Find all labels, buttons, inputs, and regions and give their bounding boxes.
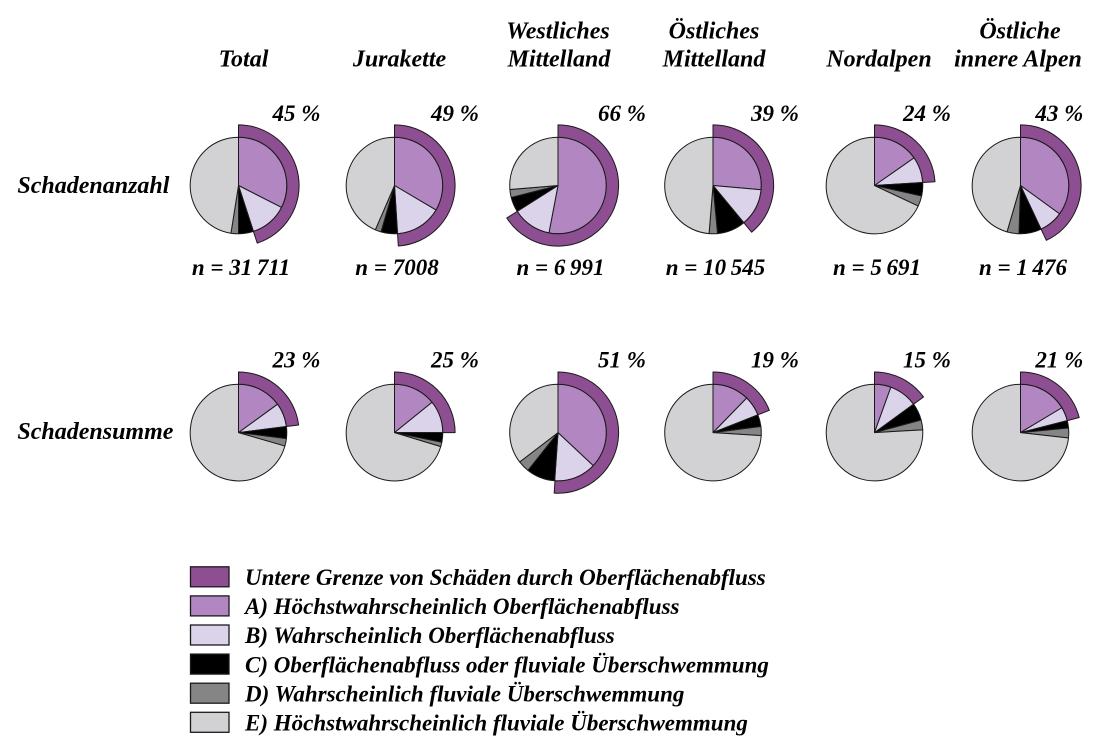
svg-text:45 %: 45 %	[272, 101, 321, 126]
svg-text:C) Oberflächenabfluss oder flu: C) Oberflächenabfluss oder fluviale Über…	[245, 652, 769, 677]
svg-text:Mittelland: Mittelland	[662, 47, 767, 73]
svg-text:Nordalpen: Nordalpen	[825, 47, 931, 73]
svg-text:n = 10 545: n = 10 545	[666, 255, 766, 280]
svg-text:39 %: 39 %	[750, 101, 799, 126]
svg-text:innere Alpen: innere Alpen	[954, 47, 1082, 73]
svg-text:Östliches: Östliches	[669, 19, 760, 45]
svg-text:n = 31 711: n = 31 711	[192, 255, 290, 280]
svg-text:24 %: 24 %	[902, 101, 951, 126]
svg-text:43 %: 43 %	[1034, 101, 1083, 126]
svg-text:B) Wahrscheinlich Oberflächena: B) Wahrscheinlich Oberflächenabfluss	[244, 623, 615, 648]
svg-text:49 %: 49 %	[430, 101, 479, 126]
svg-text:n = 6 991: n = 6 991	[516, 255, 604, 280]
svg-text:A) Höchstwahrscheinlich Oberfl: A) Höchstwahrscheinlich Oberflächenabflu…	[243, 594, 680, 619]
svg-text:Schadenanzahl: Schadenanzahl	[17, 173, 169, 199]
svg-text:E) Höchstwahrscheinlich fluvia: E) Höchstwahrscheinlich fluviale Übersch…	[244, 711, 748, 736]
svg-text:Mittelland: Mittelland	[507, 47, 612, 73]
svg-text:D) Wahrscheinlich fluviale Übe: D) Wahrscheinlich fluviale Überschwemmun…	[244, 681, 684, 706]
svg-text:Jurakette: Jurakette	[352, 47, 447, 73]
svg-text:66 %: 66 %	[598, 101, 646, 126]
svg-text:23 %: 23 %	[272, 348, 321, 373]
svg-text:n = 5 691: n = 5 691	[833, 255, 921, 280]
svg-text:51 %: 51 %	[598, 348, 646, 373]
svg-text:21 %: 21 %	[1034, 348, 1083, 373]
svg-text:n = 7008: n = 7008	[355, 255, 439, 280]
svg-text:Total: Total	[219, 47, 269, 73]
svg-text:Östliche: Östliche	[979, 19, 1061, 45]
svg-text:Untere Grenze von Schäden durc: Untere Grenze von Schäden durch Oberfläc…	[245, 565, 766, 590]
svg-text:25 %: 25 %	[430, 348, 479, 373]
svg-text:n = 1 476: n = 1 476	[979, 255, 1068, 280]
svg-text:19 %: 19 %	[751, 348, 799, 373]
svg-text:15 %: 15 %	[903, 348, 951, 373]
svg-text:Schadensumme: Schadensumme	[17, 419, 173, 445]
svg-text:Westliches: Westliches	[506, 19, 610, 45]
